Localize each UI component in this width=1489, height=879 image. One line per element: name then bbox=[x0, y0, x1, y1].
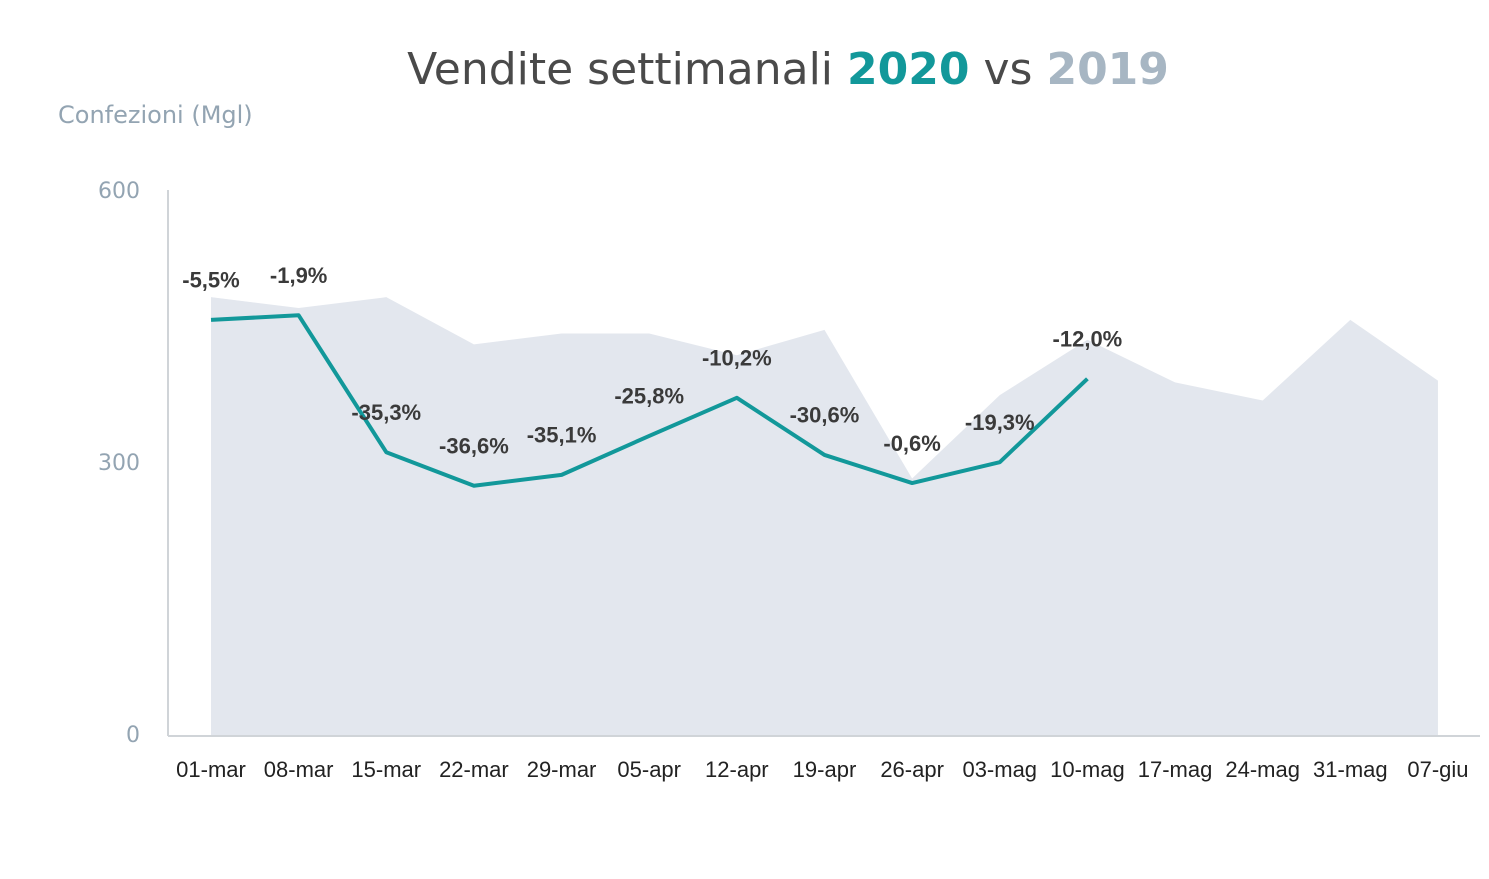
data-label: -25,8% bbox=[614, 384, 684, 409]
y-tick-label: 0 bbox=[126, 723, 140, 748]
data-label: -12,0% bbox=[1053, 327, 1123, 352]
title-series: 2019 bbox=[1046, 44, 1168, 95]
x-tick-label: 08-mar bbox=[264, 757, 334, 782]
x-tick-label: 31-mag bbox=[1313, 757, 1388, 782]
x-tick-label: 01-mar bbox=[176, 757, 246, 782]
data-label: -0,6% bbox=[883, 431, 940, 456]
data-label: -5,5% bbox=[182, 268, 239, 293]
y-tick-label: 300 bbox=[98, 451, 140, 476]
title-series: 2020 bbox=[847, 44, 969, 95]
line bbox=[210, 313, 1089, 488]
data-label: -35,3% bbox=[351, 400, 421, 425]
data-label: -10,2% bbox=[702, 346, 772, 371]
x-tick-label: 24-mag bbox=[1225, 757, 1300, 782]
data-label: -30,6% bbox=[790, 403, 860, 428]
x-tick-label: 19-apr bbox=[793, 757, 857, 782]
data-label: -19,3% bbox=[965, 410, 1035, 435]
x-tick-label: 15-mar bbox=[351, 757, 421, 782]
area bbox=[211, 297, 1438, 736]
data-label: -36,6% bbox=[439, 434, 509, 459]
x-tick-label: 22-mar bbox=[439, 757, 509, 782]
y-axis-label: Confezioni (Mgl) bbox=[58, 101, 253, 129]
chart-title: Vendite settimanali 2020 vs 2019 bbox=[407, 44, 1169, 95]
x-tick-label: 17-mag bbox=[1138, 757, 1213, 782]
x-tick-label: 10-mag bbox=[1050, 757, 1125, 782]
y-tick-label: 600 bbox=[98, 179, 140, 204]
title-text: Vendite settimanali bbox=[407, 44, 833, 95]
data-label: -1,9% bbox=[270, 263, 327, 288]
data-label: -35,1% bbox=[527, 423, 597, 448]
x-tick-label: 26-apr bbox=[880, 757, 944, 782]
x-tick-label: 12-apr bbox=[705, 757, 769, 782]
x-tick-label: 05-apr bbox=[617, 757, 681, 782]
title-joiner: vs bbox=[983, 44, 1032, 95]
x-tick-label: 07-giu bbox=[1407, 757, 1468, 782]
x-tick-label: 29-mar bbox=[527, 757, 597, 782]
x-tick-label: 03-mag bbox=[962, 757, 1037, 782]
